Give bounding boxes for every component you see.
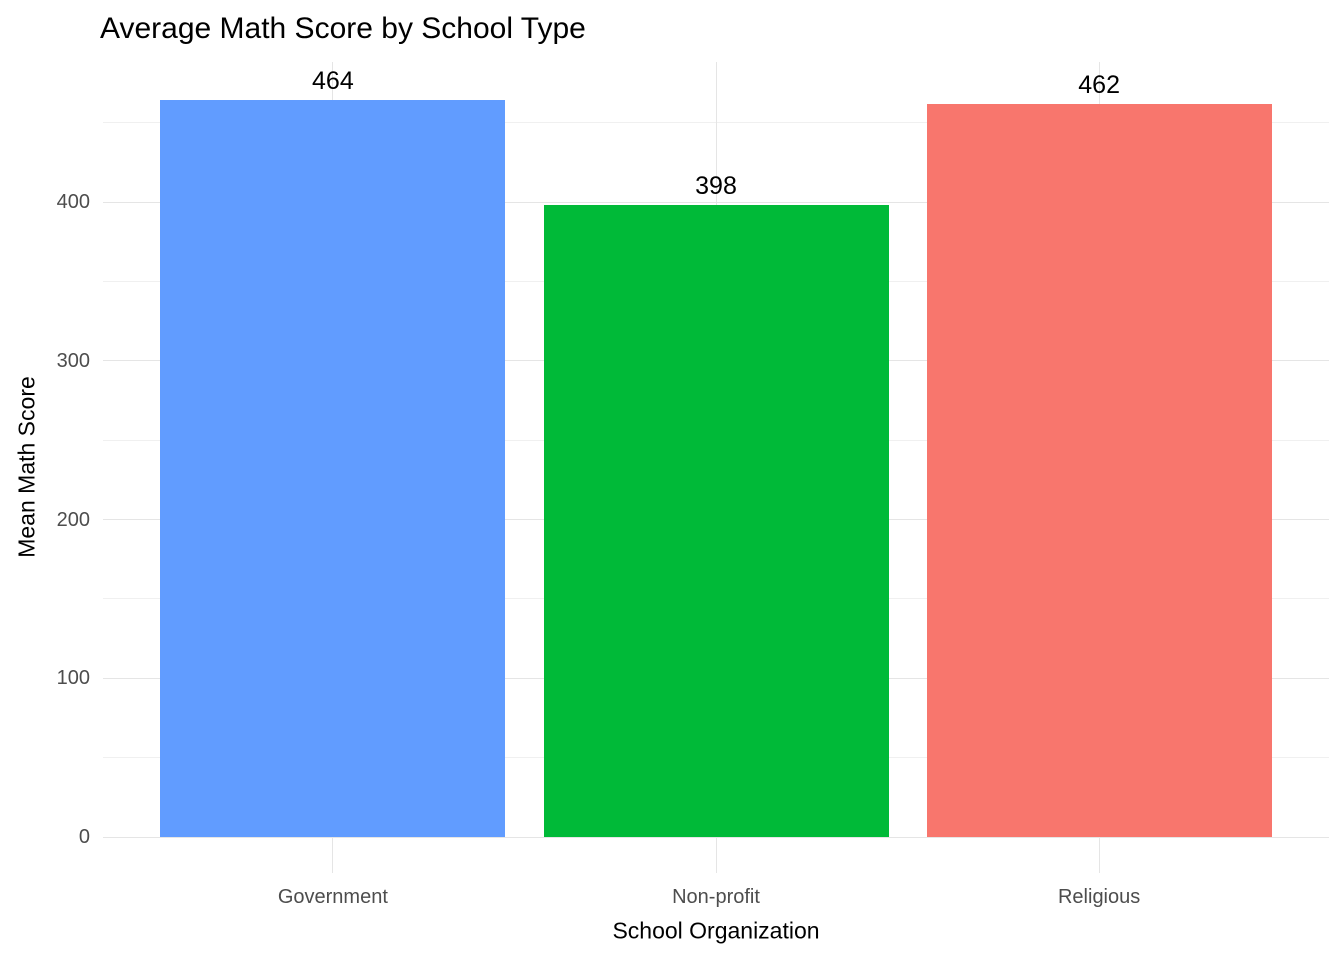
- bar-value-label-religious: 462: [1078, 70, 1120, 99]
- y-tick-label-300: 300: [56, 349, 90, 372]
- x-tick-label-government: Government: [277, 886, 388, 908]
- chart-title: Average Math Score by School Type: [100, 12, 586, 45]
- y-tick-label-400: 400: [56, 191, 90, 213]
- y-tick-label-0: 0: [78, 826, 90, 848]
- y-tick-label-200: 200: [56, 508, 90, 531]
- x-tick-label-non-profit: Non-profit: [672, 886, 760, 908]
- x-axis-title: School Organization: [612, 917, 820, 944]
- bar-religious: [926, 103, 1272, 837]
- x-tick-label-religious: Religious: [1057, 886, 1141, 908]
- y-tick-label-100: 100: [56, 667, 90, 690]
- bar-non-profit: [543, 205, 889, 837]
- bar-government: [160, 100, 506, 837]
- bar-value-label-government: 464: [312, 67, 354, 96]
- bar-value-label-non-profit: 398: [695, 172, 737, 201]
